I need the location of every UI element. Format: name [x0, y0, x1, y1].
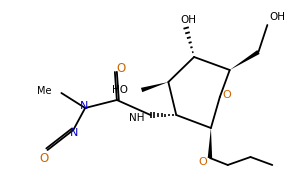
- Text: O: O: [199, 157, 208, 167]
- Text: OH: OH: [269, 12, 285, 22]
- Text: N: N: [80, 101, 88, 111]
- Text: O: O: [116, 63, 125, 75]
- Text: O: O: [223, 90, 231, 100]
- Text: Me: Me: [37, 86, 51, 96]
- Polygon shape: [230, 50, 260, 70]
- Text: HO: HO: [112, 85, 128, 95]
- Text: NH: NH: [129, 113, 144, 123]
- Polygon shape: [208, 128, 212, 158]
- Polygon shape: [141, 82, 168, 92]
- Text: N: N: [70, 128, 78, 138]
- Text: OH: OH: [180, 15, 196, 25]
- Text: O: O: [39, 152, 48, 165]
